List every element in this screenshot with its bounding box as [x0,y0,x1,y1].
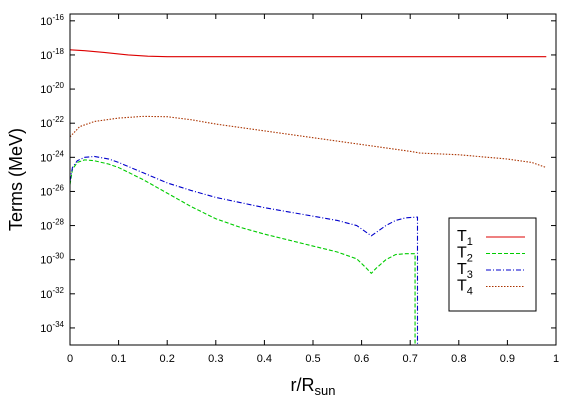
y-tick-base: 10 [40,323,52,335]
series-line-t4 [70,115,547,169]
x-tick-label: 0.8 [451,353,466,365]
legend-label-t3: T3 [457,261,473,281]
x-tick-label: 0.4 [257,353,272,365]
y-tick-label: 10-32 [40,286,64,301]
legend-label-t2: T2 [457,245,473,265]
x-axis-title-main: r/R [291,375,315,395]
x-axis-title-subscript: sun [315,383,336,398]
y-tick-base: 10 [40,16,52,28]
y-tick-exponent: -18 [52,47,64,56]
legend-label-subscript: 3 [467,269,473,281]
y-tick-base: 10 [40,84,52,96]
y-tick-label: 10-24 [40,149,64,164]
y-tick-exponent: -34 [52,320,64,329]
legend-label-main: T [457,245,467,262]
y-tick-base: 10 [40,152,52,164]
series-layer [70,49,547,345]
y-tick-label: 10-18 [40,47,64,62]
legend-label-subscript: 1 [467,236,473,248]
x-tick-label: 0.6 [354,353,369,365]
series-line-t3 [70,155,419,345]
y-tick-exponent: -22 [52,115,64,124]
x-tick-label: 0.2 [160,353,175,365]
legend-label-subscript: 4 [467,286,473,298]
legend-label-t1: T1 [457,228,473,248]
x-tick-label: 0.3 [208,353,223,365]
y-tick-exponent: -32 [52,286,64,295]
y-tick-base: 10 [40,255,52,267]
y-tick-exponent: -28 [52,218,64,227]
y-tick-base: 10 [40,118,52,130]
y-tick-label: 10-28 [40,218,64,233]
y-tick-label: 10-34 [40,320,64,335]
y-tick-label: 10-20 [40,81,64,96]
y-tick-label: 10-16 [40,13,64,28]
y-tick-label: 10-30 [40,252,64,267]
x-tick-label: 0.9 [500,353,515,365]
x-tick-label: 0.1 [111,353,126,365]
y-tick-label: 10-26 [40,183,64,198]
x-tick-label: 1 [553,353,559,365]
series-line-t2 [70,159,416,345]
y-tick-exponent: -24 [52,149,64,158]
y-axis-title: Terms (MeV) [6,128,26,231]
legend-box [448,217,537,312]
label-layer: 0 0.1 0.2 0.3 0.4 0.5 0.6 0.7 0.8 0.9 110-1610-181… [6,13,559,398]
y-tick-exponent: -16 [52,13,64,22]
y-tick-base: 10 [40,186,52,198]
x-tick-label: 0.5 [305,353,320,365]
y-tick-base: 10 [40,50,52,62]
y-tick-exponent: -26 [52,183,64,192]
legend-label-t4: T4 [457,278,473,298]
legend-label-main: T [457,261,467,278]
y-tick-base: 10 [40,221,52,233]
y-tick-exponent: -20 [52,81,64,90]
y-tick-base: 10 [40,289,52,301]
y-tick-label: 10-22 [40,115,64,130]
x-tick-label: 0.7 [403,353,418,365]
axis-layer [69,13,557,346]
x-tick-label: 0 [67,353,73,365]
x-axis-title: r/Rsun [291,375,336,398]
series-line-t1 [70,49,547,58]
legend-label-subscript: 2 [467,253,473,265]
legend-label-main: T [457,278,467,295]
legend-label-main: T [457,228,467,245]
y-tick-exponent: -30 [52,252,64,261]
